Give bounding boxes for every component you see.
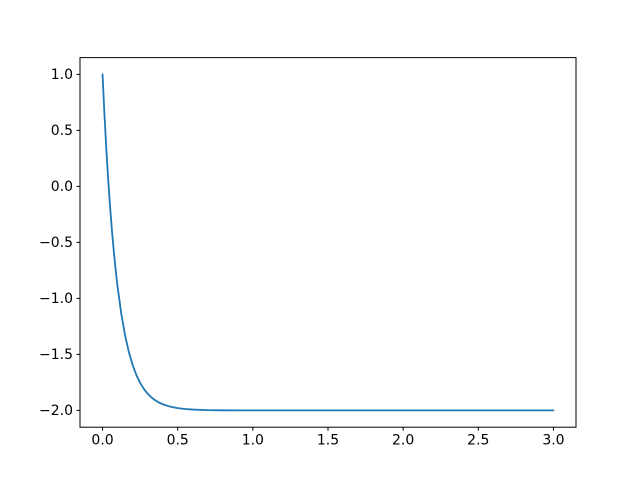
- y-tick-label: −1.5: [39, 347, 73, 363]
- x-tick-label: 2.0: [392, 433, 414, 449]
- y-tick-label: −2.0: [39, 403, 73, 419]
- x-tick-label: 3.0: [542, 433, 564, 449]
- x-tick-label: 0.0: [91, 433, 113, 449]
- x-tick-label: 1.0: [242, 433, 264, 449]
- x-tick-label: 2.5: [467, 433, 489, 449]
- y-tick-label: 0.0: [51, 179, 73, 195]
- y-tick-label: 1.0: [51, 67, 73, 83]
- y-tick-label: −1.0: [39, 291, 73, 307]
- x-tick-label: 1.5: [317, 433, 339, 449]
- y-tick-label: 0.5: [51, 123, 73, 139]
- data-line: [101, 73, 555, 412]
- y-tick-label: −0.5: [39, 235, 73, 251]
- x-tick-label: 0.5: [167, 433, 189, 449]
